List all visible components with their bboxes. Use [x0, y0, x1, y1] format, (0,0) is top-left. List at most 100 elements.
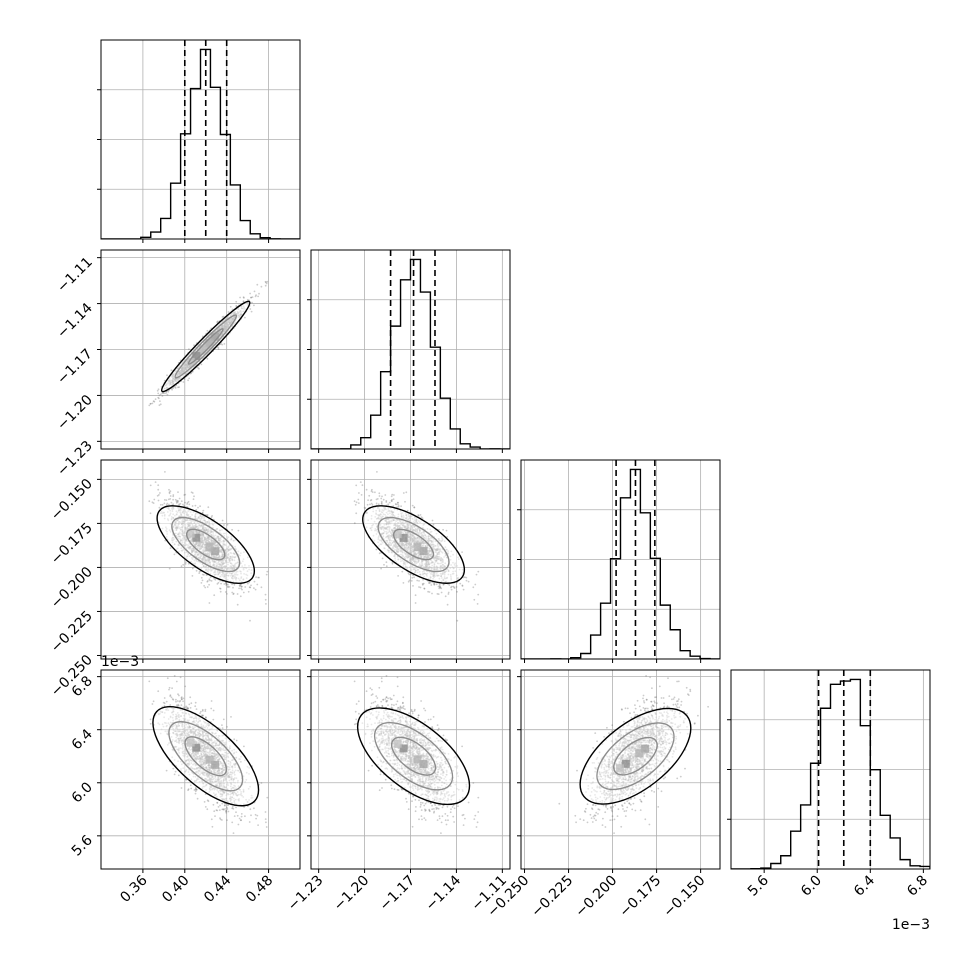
histogram-step — [311, 258, 510, 449]
sample-point — [173, 553, 176, 556]
sample-point — [440, 591, 443, 594]
sample-point — [161, 392, 164, 395]
sample-point — [172, 387, 175, 389]
sample-point — [241, 588, 243, 591]
sample-point — [256, 583, 259, 586]
sample-point — [265, 281, 267, 284]
sample-point — [158, 494, 160, 496]
sample-point — [226, 523, 229, 526]
sample-point — [182, 563, 185, 566]
sample-point — [210, 580, 213, 582]
sample-point — [187, 379, 190, 382]
sample-point — [369, 499, 372, 502]
sample-point — [157, 388, 160, 391]
sample-point — [198, 570, 201, 573]
sample-point — [183, 494, 186, 496]
sample-point — [246, 582, 249, 585]
sample-point — [260, 285, 263, 288]
sample-point — [158, 506, 161, 509]
sample-point — [420, 516, 423, 519]
sample-point — [223, 583, 226, 585]
sample-point — [242, 300, 245, 303]
sample-point — [265, 282, 268, 285]
sample-point — [231, 308, 234, 311]
sample-point — [370, 502, 373, 505]
sample-point — [428, 582, 431, 584]
sample-point — [391, 493, 394, 496]
sample-point — [182, 503, 184, 506]
sample-point — [255, 576, 257, 578]
sample-point — [153, 400, 156, 403]
sample-point — [167, 498, 170, 501]
sample-point — [250, 310, 253, 313]
sample-point — [461, 585, 464, 587]
sample-point — [152, 502, 155, 504]
sample-point — [438, 528, 440, 531]
y-tick-label: −1.23 — [54, 438, 96, 480]
sample-point — [455, 586, 458, 588]
sample-point — [172, 498, 175, 501]
sample-point — [256, 283, 259, 286]
sample-point — [354, 503, 357, 506]
sample-point — [198, 367, 200, 370]
y-tick-label: −1.11 — [54, 254, 96, 296]
sample-point — [219, 587, 221, 590]
sample-point — [367, 499, 369, 501]
contour-level — [156, 505, 256, 584]
sample-point — [219, 587, 222, 590]
sample-point — [251, 296, 254, 298]
sample-point — [264, 593, 267, 596]
sample-point — [183, 505, 186, 507]
histogram-step — [101, 48, 300, 239]
sample-point — [231, 591, 234, 594]
sample-point — [219, 590, 222, 593]
sample-point — [233, 583, 236, 586]
sample-point — [168, 491, 171, 494]
sample-point — [257, 576, 259, 579]
sample-point — [380, 500, 383, 503]
sample-point — [378, 492, 381, 495]
sample-point — [165, 499, 168, 501]
sample-point — [172, 494, 175, 496]
sample-point — [442, 528, 444, 531]
sample-point — [222, 315, 225, 318]
sample-point — [250, 584, 252, 587]
sample-point — [242, 591, 245, 594]
sample-point — [249, 619, 251, 622]
sample-point — [410, 580, 413, 582]
sample-point — [207, 506, 210, 509]
sample-point — [254, 295, 257, 298]
sample-point — [227, 585, 229, 588]
sample-point — [380, 497, 383, 500]
sample-point — [430, 584, 433, 586]
sample-point — [172, 503, 175, 506]
panel-1-1 — [307, 249, 511, 453]
sample-point — [240, 585, 243, 588]
panel-2-1 — [307, 459, 511, 663]
sample-point — [238, 584, 241, 587]
sample-point — [159, 400, 161, 402]
sample-point — [163, 392, 166, 395]
sample-point — [221, 316, 224, 318]
sample-point — [205, 574, 208, 576]
sample-point — [239, 585, 242, 587]
sample-point — [206, 357, 209, 360]
sample-point — [152, 400, 155, 403]
sample-point — [214, 578, 217, 581]
sample-point — [385, 561, 388, 564]
sample-point — [169, 547, 172, 549]
sample-point — [169, 498, 172, 500]
sample-point — [174, 385, 176, 388]
sample-point — [447, 593, 450, 595]
sample-point — [158, 394, 161, 397]
sample-point — [149, 402, 152, 405]
sample-point — [217, 320, 219, 323]
sample-point — [414, 602, 417, 604]
sample-point — [433, 583, 436, 585]
sample-point — [249, 308, 252, 310]
sample-point — [184, 561, 187, 564]
sample-point — [219, 343, 222, 345]
panel-1-0: −1.23−1.20−1.17−1.14−1.11 — [54, 249, 301, 480]
sample-point — [172, 495, 175, 498]
